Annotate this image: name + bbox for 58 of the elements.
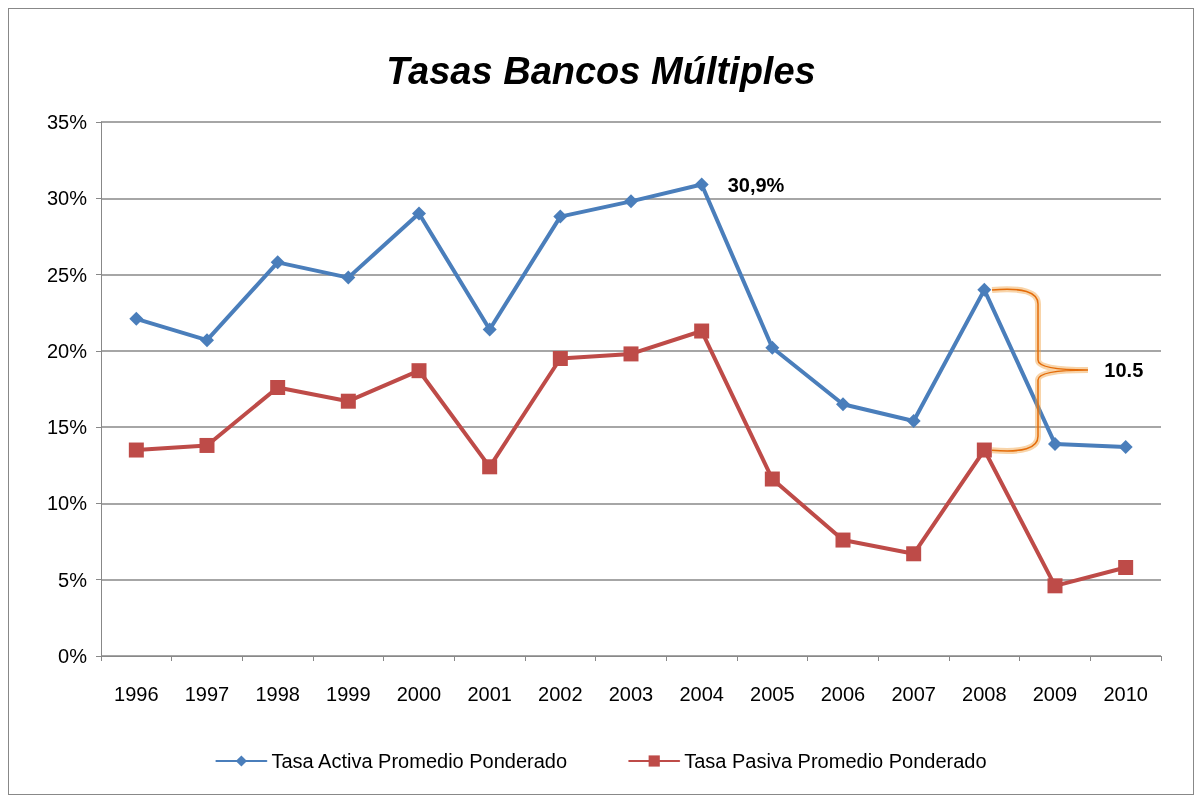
y-tick-label: 0% [58, 645, 88, 667]
x-tick-label: 2009 [1032, 683, 1078, 705]
point [623, 346, 639, 362]
x-tick-label: 2000 [396, 683, 442, 705]
point [270, 379, 286, 395]
point [835, 532, 851, 548]
point [482, 459, 498, 475]
point [976, 442, 992, 458]
y-tick-label: 35% [46, 111, 88, 133]
x-tick-label: 2006 [820, 683, 866, 705]
point [411, 363, 427, 379]
point [412, 206, 426, 221]
y-tick-label: 5% [58, 568, 88, 591]
x-tick-label: 1997 [184, 683, 230, 705]
x-tick-label: 2002 [538, 683, 583, 705]
point [1047, 578, 1063, 594]
point [906, 414, 921, 429]
y-tick-label: 20% [46, 339, 88, 362]
point [553, 209, 568, 224]
point [765, 340, 780, 355]
point [836, 397, 850, 412]
y-tick-label: 30% [46, 187, 88, 210]
point [199, 437, 215, 453]
point [1118, 439, 1133, 454]
point [128, 442, 144, 458]
point [1118, 560, 1134, 576]
y-tick-label: 15% [46, 416, 88, 439]
x-tick-label: 2005 [750, 683, 795, 705]
x-tick-label: 2003 [608, 683, 654, 705]
point [977, 282, 992, 297]
x-tick-label: 2007 [891, 683, 936, 705]
point [694, 177, 709, 192]
legend-label: Tasa Activa Promedio Ponderado [271, 750, 568, 772]
legend-label: Tasa Pasiva Promedio Ponderado [684, 750, 987, 772]
x-tick-label: 1996 [114, 683, 159, 705]
annotation: 10.5 [1104, 358, 1144, 381]
point [270, 255, 285, 270]
annotation: 30,9% [727, 173, 785, 196]
x-tick-label: 1999 [326, 683, 371, 705]
point [694, 323, 710, 339]
point [764, 471, 780, 487]
point [552, 350, 568, 366]
x-tick-label: 2010 [1103, 683, 1148, 705]
point [624, 194, 638, 209]
x-tick-label: 1998 [255, 683, 300, 705]
y-tick-label: 10% [46, 492, 88, 515]
x-tick-label: 2004 [679, 683, 724, 705]
point [482, 322, 497, 337]
chart-title: Tasas Bancos Múltiples [386, 50, 816, 92]
point [200, 333, 214, 348]
point [340, 393, 356, 409]
y-tick-label: 25% [46, 263, 88, 286]
x-tick-label: 2001 [467, 683, 512, 705]
point [1048, 436, 1062, 451]
x-tick-label: 2008 [962, 683, 1007, 705]
point [129, 311, 144, 326]
point [341, 270, 356, 285]
point [906, 546, 922, 562]
